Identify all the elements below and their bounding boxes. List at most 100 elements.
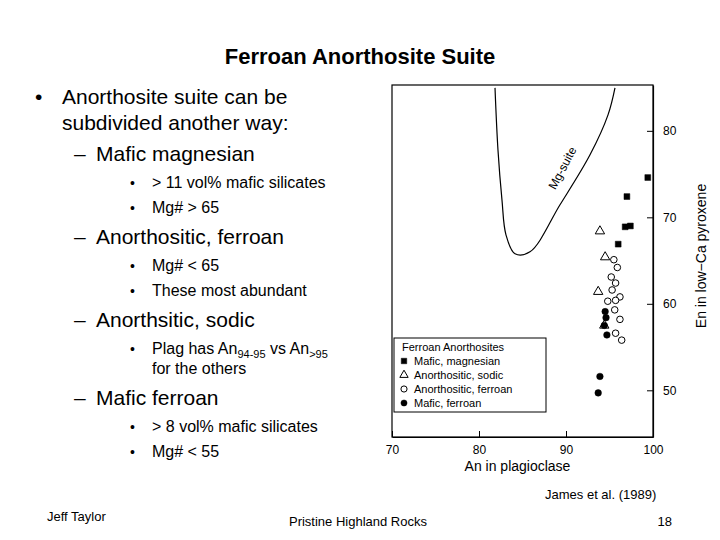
bullet-text: for the others [152, 360, 246, 377]
bullet-text: Mg# < 55 [152, 443, 219, 460]
source-note: James et al. (1989) [545, 487, 656, 502]
series-group [594, 226, 610, 328]
bullet-text: Anorthosite suite can be [62, 85, 287, 108]
bullet-glyph: – [74, 225, 86, 248]
x-tick-label: 70 [386, 443, 400, 457]
legend-box [394, 338, 546, 412]
series-group [595, 308, 610, 396]
bullet-glyph: • [130, 341, 135, 357]
y-axis-label: En in low−Ca pyroxene [693, 184, 709, 329]
y-tick-label: 60 [663, 297, 677, 311]
series-group [604, 256, 625, 343]
bullet-glyph: • [130, 419, 135, 435]
plot-frame [392, 85, 653, 437]
data-point [645, 175, 651, 181]
legend-label: Anorthositic, sodic [414, 369, 504, 381]
text-run: Plag has An [152, 340, 237, 357]
slide-title: Ferroan Anorthosite Suite [225, 44, 496, 69]
legend-title: Ferroan Anorthosites [402, 341, 505, 353]
data-point [617, 316, 624, 323]
y-tick: 60 [647, 297, 677, 311]
bullet-text: subdivided another way: [62, 111, 288, 134]
data-point [603, 314, 610, 321]
bullet-text: > 8 vol% mafic silicates [152, 418, 318, 435]
legend-label: Mafic, ferroan [414, 397, 481, 409]
y-tick-label: 80 [663, 124, 677, 138]
x-tick: 90 [560, 431, 574, 457]
x-axis: 70 80 90 100 [386, 431, 664, 457]
data-point [609, 287, 616, 294]
data-point [608, 274, 615, 281]
bullet-text: Mg# > 65 [152, 199, 219, 216]
data-point [612, 330, 619, 337]
bullet-glyph: – [74, 308, 86, 331]
footer-center: Pristine Highland Rocks [289, 514, 428, 529]
bullet-glyph: • [130, 258, 135, 274]
legend-marker [401, 358, 406, 363]
y-tick-mark [647, 304, 653, 305]
y-tick-label: 50 [663, 384, 677, 398]
x-tick-mark [479, 431, 480, 437]
data-point [594, 286, 603, 294]
bullet-text: Anorthositic, ferroan [96, 225, 284, 248]
data-point [614, 264, 621, 271]
x-tick-label: 80 [473, 443, 487, 457]
data-point [612, 297, 619, 304]
data-point [611, 256, 618, 263]
legend: Ferroan Anorthosites Mafic, magnesian Anor… [394, 338, 546, 412]
y-axis-line [653, 86, 654, 438]
data-point [601, 322, 608, 329]
legend-marker [400, 370, 408, 377]
bullet-text: These most abundant [152, 282, 307, 299]
y-tick-mark [647, 131, 653, 132]
footer-right: 18 [658, 514, 672, 529]
data-point [602, 308, 609, 315]
bullet-glyph: • [35, 85, 42, 108]
region-label: Mg-suite [545, 144, 579, 191]
subscript: >95 [309, 348, 328, 360]
legend-label: Mafic, magnesian [414, 355, 500, 367]
x-axis-line [393, 437, 654, 438]
x-tick-label: 100 [643, 443, 663, 457]
data-point [618, 337, 625, 344]
region-outline [495, 88, 615, 255]
bullet-glyph: • [130, 200, 135, 216]
bullet-glyph: • [130, 283, 135, 299]
bullet-text: Plag has An94-95 vs An>95 [152, 340, 328, 360]
data-point [615, 241, 621, 247]
x-tick: 70 [386, 431, 400, 457]
data-point [624, 194, 630, 200]
data-point [595, 226, 604, 234]
bullet-text: > 11 vol% mafic silicates [152, 174, 326, 191]
data-point [612, 280, 619, 287]
slide: Ferroan Anorthosite Suite • Anorthosite su… [0, 0, 720, 540]
background [0, 0, 720, 540]
y-tick-label: 70 [663, 211, 677, 225]
bullet-list: • Anorthosite suite can be subdivided anot… [35, 85, 328, 460]
bullet-text: Mafic ferroan [96, 386, 219, 409]
y-tick: 70 [647, 211, 677, 225]
x-tick-mark [392, 431, 393, 437]
x-tick: 80 [473, 431, 487, 457]
bullet-text: Mg# < 65 [152, 257, 219, 274]
footer-left: Jeff Taylor [47, 509, 106, 524]
bullet-text: Mafic magnesian [96, 142, 255, 165]
x-axis-label: An in plagioclase [465, 458, 571, 474]
series-group [615, 175, 650, 247]
data-point [600, 252, 609, 260]
bullet-glyph: – [74, 386, 86, 409]
legend-marker [401, 386, 407, 392]
x-tick-mark [566, 431, 567, 437]
data-point [595, 390, 602, 397]
y-tick-mark [647, 217, 653, 218]
data-point [611, 307, 618, 314]
legend-label: Anorthositic, ferroan [414, 383, 512, 395]
bullet-text: Anorthsitic, sodic [96, 308, 255, 331]
y-tick: 50 [647, 384, 677, 398]
x-tick-label: 90 [560, 443, 574, 457]
text-run: vs An [266, 340, 310, 357]
y-axis: 50 60 70 80 [647, 86, 677, 438]
data-point [627, 223, 633, 229]
legend-marker [401, 400, 407, 406]
bullet-glyph: • [130, 444, 135, 460]
